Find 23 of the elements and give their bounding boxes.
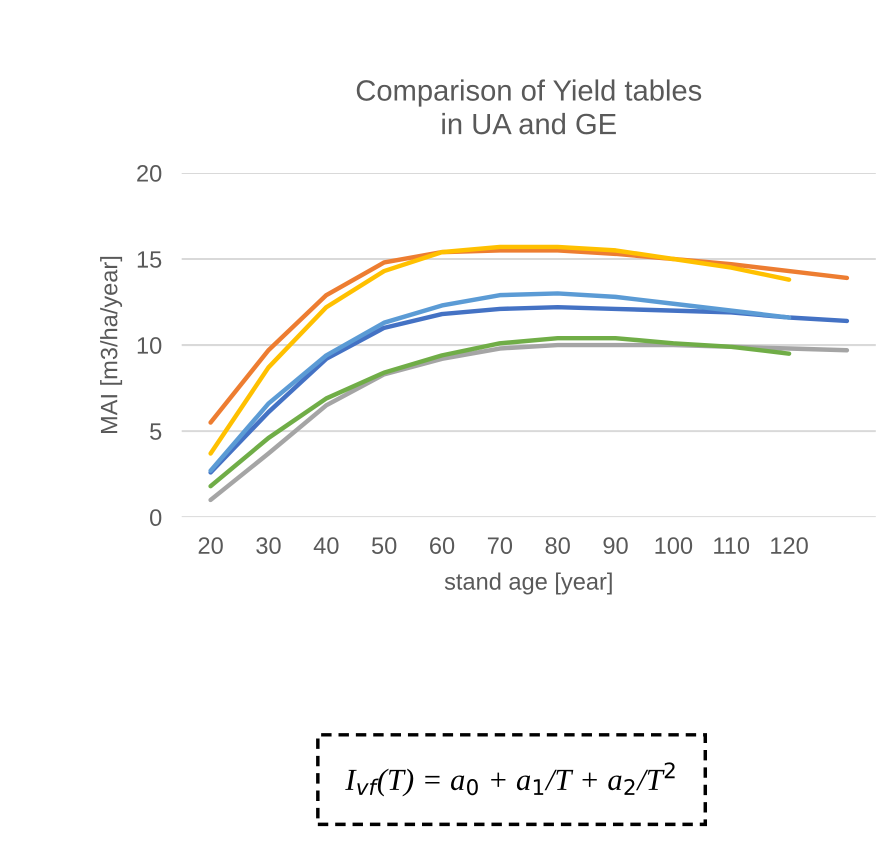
x-tick-label: 100: [655, 537, 692, 554]
line-series: [208, 291, 792, 473]
x-axis-title: stand age [year]: [444, 572, 612, 595]
x-tick-label: 40: [314, 537, 339, 554]
x-tick-label: 70: [488, 537, 512, 554]
x-tick-label: 110: [714, 537, 750, 554]
x-tick-label: 30: [256, 537, 281, 554]
chart-title: Comparison of Yield tables in UA and GE: [356, 79, 702, 134]
x-tick-label: 50: [372, 537, 396, 554]
x-tick-label: 90: [604, 537, 628, 554]
x-tick-label: 20: [198, 537, 223, 554]
line-series: [208, 336, 792, 488]
y-tick-label: 0: [150, 509, 162, 526]
y-tick-label: 5: [150, 423, 162, 440]
line-series: [208, 244, 792, 456]
x-tick-label: 120: [771, 537, 808, 554]
y-tick-label: 10: [138, 337, 162, 354]
y-tick-label: 20: [137, 165, 162, 182]
x-tick-label: 80: [546, 537, 570, 554]
y-tick-label: 15: [138, 251, 162, 268]
x-tick-label: 60: [430, 537, 454, 554]
text: I$_{vf}$(T) = a$_{0}$ + a$_{1}$/T + a$_{2}$/T$^{2}$: [345, 762, 675, 796]
y-axis-title: MAI [m3/ha/year]: [100, 256, 122, 433]
